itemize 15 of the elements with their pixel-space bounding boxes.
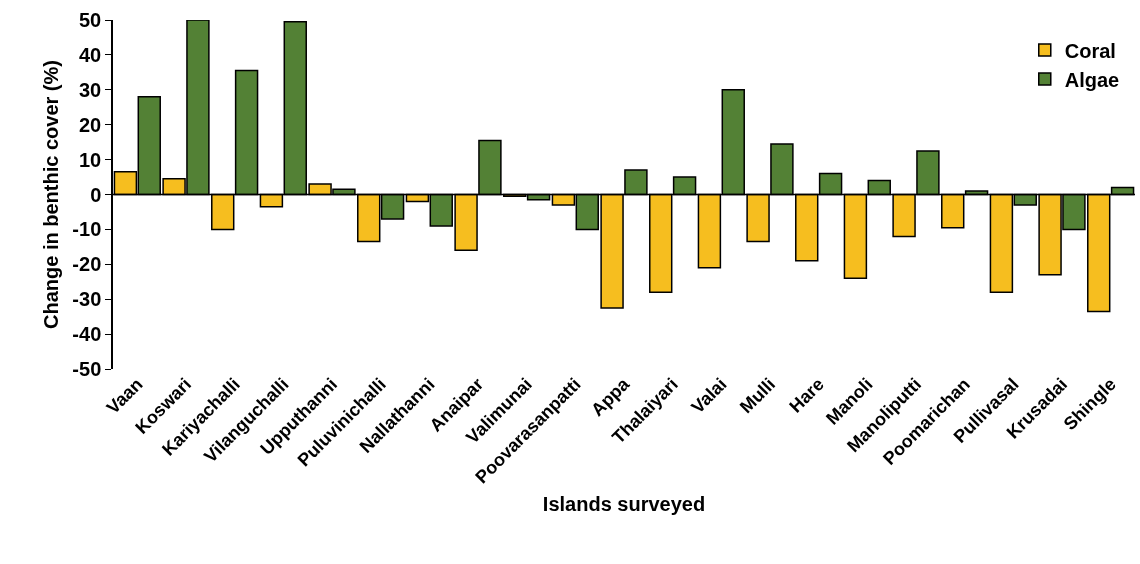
y-tick-label: 40: [79, 43, 102, 66]
y-axis-title: Change in benthic cover (%): [40, 60, 63, 329]
y-tick-label: -10: [72, 218, 102, 241]
y-tick-label: 50: [79, 9, 102, 31]
x-axis-title: Islands surveyed: [542, 492, 706, 515]
y-tick-label: 0: [90, 183, 102, 206]
legend-label: Algae: [1064, 68, 1120, 91]
y-tick-label: -30: [72, 288, 102, 311]
y-tick-label: 20: [79, 113, 102, 136]
y-tick-label: 30: [79, 78, 102, 101]
y-tick-label: -20: [72, 253, 102, 276]
y-tick-label: -50: [72, 358, 102, 380]
y-tick-label: 10: [79, 148, 102, 171]
legend-label: Coral: [1064, 39, 1116, 62]
y-tick-label: -40: [72, 323, 102, 346]
